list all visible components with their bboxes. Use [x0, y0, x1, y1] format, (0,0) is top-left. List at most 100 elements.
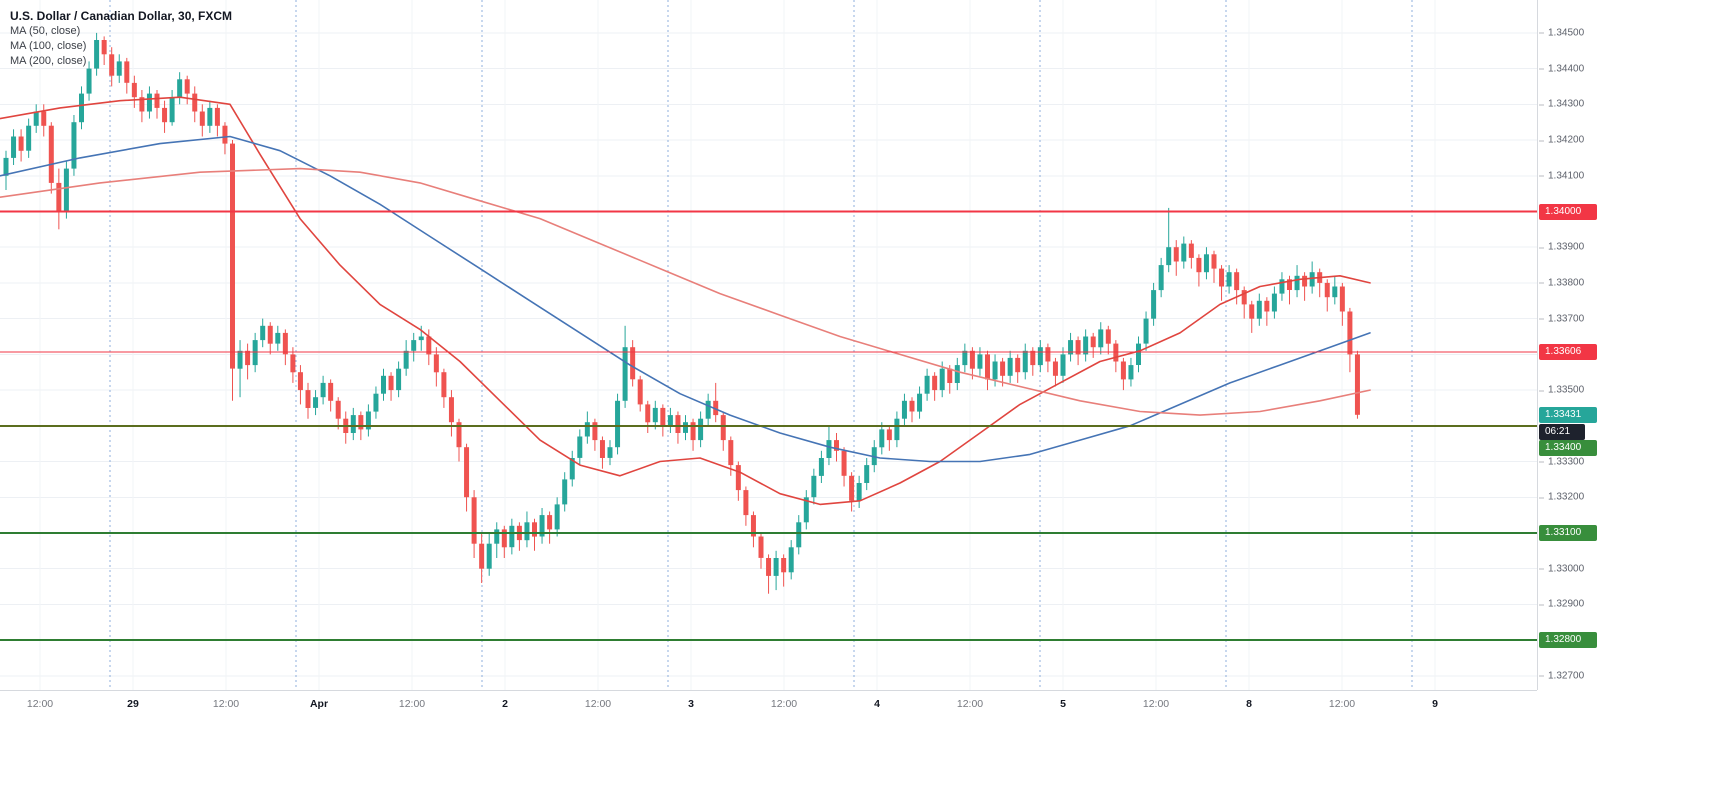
- candle-body: [1158, 265, 1164, 291]
- candle-body: [1211, 254, 1217, 269]
- price-label: 1.32900: [1538, 599, 1584, 610]
- symbol-title[interactable]: U.S. Dollar / Canadian Dollar, 30, FXCM: [10, 9, 233, 23]
- candle-body: [1294, 275, 1300, 291]
- candle-body: [1120, 361, 1126, 380]
- time-label: 5: [1060, 698, 1066, 710]
- time-label: Apr: [309, 698, 329, 710]
- time-label: 12:00: [398, 698, 426, 710]
- price-axis[interactable]: 1.34500 1.34400 1.34300 1.34200 1.34100 1.339…: [1537, 0, 1715, 690]
- candle-body: [403, 350, 409, 369]
- candle-body: [456, 422, 462, 448]
- price-label: 1.34400: [1538, 63, 1584, 74]
- candle-body: [834, 440, 839, 451]
- candle-body: [1000, 361, 1006, 376]
- candle-body: [584, 422, 590, 437]
- candle-body: [652, 407, 658, 423]
- candle-body: [63, 168, 69, 212]
- candle-body: [297, 372, 303, 391]
- candle-body: [245, 350, 251, 366]
- time-axis[interactable]: 12:00 29 12:00 Apr 12:00 2 12:00 3 12:00 4 12:00 5 1…: [0, 690, 1537, 721]
- candle-body: [305, 390, 311, 408]
- candle-body: [592, 422, 598, 441]
- candle-body: [607, 447, 613, 458]
- candle-body: [766, 558, 772, 576]
- candle-body: [418, 336, 424, 341]
- candle-body: [207, 107, 213, 126]
- candle-body: [1143, 318, 1149, 344]
- time-label: 12:00: [26, 698, 54, 710]
- candle-body: [713, 400, 719, 416]
- candle-body: [41, 111, 47, 126]
- candle-body: [1173, 247, 1179, 262]
- price-label: 1.32700: [1538, 670, 1584, 681]
- moving-average-lines: [0, 96, 1371, 506]
- ma-line-ma200: [0, 167, 1371, 416]
- candle-body: [977, 354, 983, 369]
- session-break-lines: [109, 0, 1413, 690]
- candle-body: [683, 422, 688, 433]
- indicator-ma200-label[interactable]: MA (200, close): [10, 55, 87, 67]
- chart-plot[interactable]: [0, 0, 1537, 690]
- candle-body: [901, 400, 907, 419]
- price-level-badge: 1.34000: [1539, 203, 1597, 220]
- bar-countdown-badge: 06:21: [1539, 423, 1585, 440]
- price-level-badge: 1.32800: [1539, 632, 1597, 649]
- candle-body: [796, 522, 802, 548]
- last-price-badge: 1.33431: [1539, 406, 1597, 423]
- candle-body: [947, 368, 953, 383]
- candle-body: [146, 93, 152, 112]
- candle-body: [728, 440, 734, 466]
- price-label: 1.33700: [1538, 313, 1584, 324]
- time-label: 8: [1246, 698, 1252, 710]
- candle-body: [335, 400, 341, 419]
- price-label: 1.33000: [1538, 563, 1584, 574]
- candle-body: [1324, 282, 1330, 298]
- candle-body: [1136, 343, 1141, 365]
- candle-body: [464, 447, 470, 498]
- candle-body: [524, 522, 530, 541]
- candle-body: [924, 375, 930, 394]
- candle-body: [230, 143, 235, 369]
- candle-body: [33, 111, 39, 126]
- candle-body: [26, 125, 32, 151]
- candle-body: [3, 157, 9, 176]
- candle-body: [426, 336, 432, 355]
- ma-line-ma100: [0, 135, 1371, 463]
- candle-body: [577, 436, 583, 458]
- candle-body: [11, 136, 17, 158]
- candle-body: [1234, 272, 1240, 291]
- candle-body: [705, 400, 711, 419]
- candle-body: [932, 375, 938, 391]
- candle-body: [79, 93, 84, 123]
- candle-body: [441, 372, 447, 398]
- candle-body: [539, 515, 545, 537]
- candle-body: [1037, 347, 1043, 366]
- candle-body: [282, 332, 288, 355]
- time-label: 4: [874, 698, 880, 710]
- candle-body: [818, 458, 824, 476]
- indicator-ma100-label[interactable]: MA (100, close): [10, 40, 87, 52]
- price-label: 1.33500: [1538, 385, 1584, 396]
- price-label: 1.34500: [1538, 27, 1584, 38]
- candle-body: [1279, 279, 1285, 294]
- candle-body: [781, 558, 787, 573]
- time-label: 12:00: [770, 698, 798, 710]
- candle-body: [622, 347, 628, 401]
- candle-body: [162, 107, 168, 123]
- candle-body: [569, 458, 575, 480]
- candle-body: [826, 440, 832, 458]
- candle-body: [275, 332, 281, 344]
- candle-body: [675, 415, 681, 433]
- candle-body: [1339, 286, 1345, 312]
- horizontal-level-lines: [0, 210, 1537, 642]
- candle-body: [1045, 347, 1051, 362]
- indicator-ma50-label[interactable]: MA (50, close): [10, 25, 81, 37]
- candle-body: [177, 79, 183, 98]
- candle-body: [1256, 300, 1262, 319]
- candle-body: [433, 354, 439, 373]
- candle-body: [894, 418, 900, 441]
- candle-body: [169, 97, 175, 123]
- candle-body: [313, 397, 319, 408]
- candle-body: [1241, 290, 1247, 305]
- candle-body: [328, 382, 334, 401]
